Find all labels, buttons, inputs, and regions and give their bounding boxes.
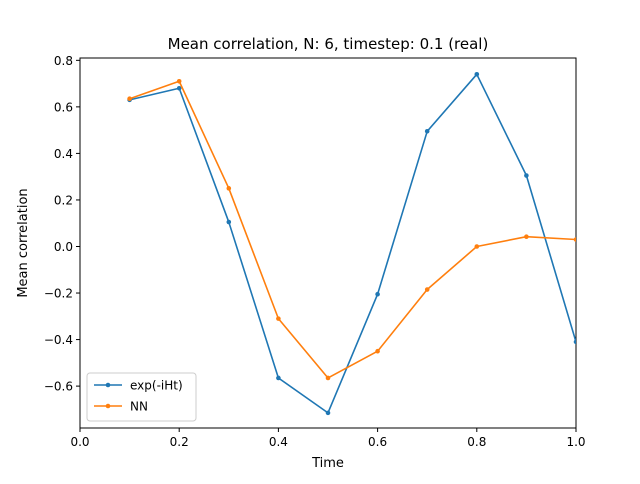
data-point [474,244,480,249]
x-axis-label: Time [311,456,344,471]
x-tick-label: 0.2 [170,435,189,449]
plot-frame [79,57,577,429]
chart-title: Mean correlation, N: 6, timestep: 0.1 (r… [168,35,489,53]
series-line [129,73,576,414]
data-point [524,173,529,178]
x-tick-label: 0.6 [368,435,387,449]
legend-label: NN [130,400,148,414]
x-axis: 0.0 0.2 0.4 0.6 0.8 1.0 [70,428,586,449]
y-tick-label: 0.6 [54,100,73,114]
series-layer [127,71,576,416]
x-tick-label: 0.0 [70,435,89,449]
y-tick-label: −0.2 [44,287,73,301]
y-tick-label: −0.4 [44,333,73,347]
data-point [424,287,430,292]
series-line [129,80,576,379]
legend-marker [105,382,111,388]
data-point [127,96,132,102]
data-point [573,339,576,345]
y-tick-label: 0.8 [54,54,73,68]
y-tick-label: 0.0 [54,240,73,254]
data-point [524,234,529,240]
y-tick-label: −0.6 [44,380,73,394]
data-point [375,348,380,354]
y-axis-label: Mean correlation [16,188,31,297]
data-point [573,237,576,242]
data-point [176,85,182,91]
x-tick-label: 0.4 [269,435,288,449]
legend: exp(-iHt) NN [86,372,197,422]
data-point [276,316,281,321]
legend-label: exp(-iHt) [130,379,183,393]
data-point [226,219,232,225]
data-point [325,410,331,416]
y-axis: −0.6 −0.4 −0.2 0.0 0.2 0.4 0.6 0.8 [44,54,80,394]
y-tick-label: 0.2 [54,193,73,207]
data-point [325,375,331,381]
y-tick-label: 0.4 [54,147,73,161]
series-2 [127,78,576,381]
series-1 [127,71,576,416]
x-tick-label: 0.8 [467,435,486,449]
data-point [375,291,380,297]
x-tick-label: 1.0 [566,435,585,449]
data-point [226,186,232,191]
legend-marker [105,403,111,409]
data-point [424,129,430,134]
plot-area [79,57,577,429]
data-point [276,375,281,381]
data-point [474,71,480,77]
data-point [176,78,182,84]
